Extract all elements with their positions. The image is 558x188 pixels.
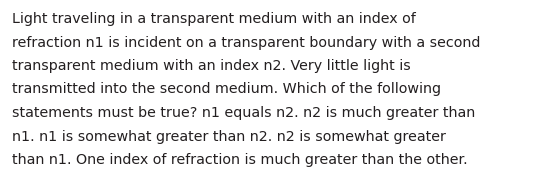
Text: than n1. One index of refraction is much greater than the other.: than n1. One index of refraction is much… [12,153,468,167]
Text: transmitted into the second medium. Which of the following: transmitted into the second medium. Whic… [12,83,441,96]
Text: Light traveling in a transparent medium with an index of: Light traveling in a transparent medium … [12,12,416,26]
Text: n1. n1 is somewhat greater than n2. n2 is somewhat greater: n1. n1 is somewhat greater than n2. n2 i… [12,130,446,143]
Text: transparent medium with an index n2. Very little light is: transparent medium with an index n2. Ver… [12,59,411,73]
Text: statements must be true? n1 equals n2. n2 is much greater than: statements must be true? n1 equals n2. n… [12,106,475,120]
Text: refraction n1 is incident on a transparent boundary with a second: refraction n1 is incident on a transpare… [12,36,480,49]
